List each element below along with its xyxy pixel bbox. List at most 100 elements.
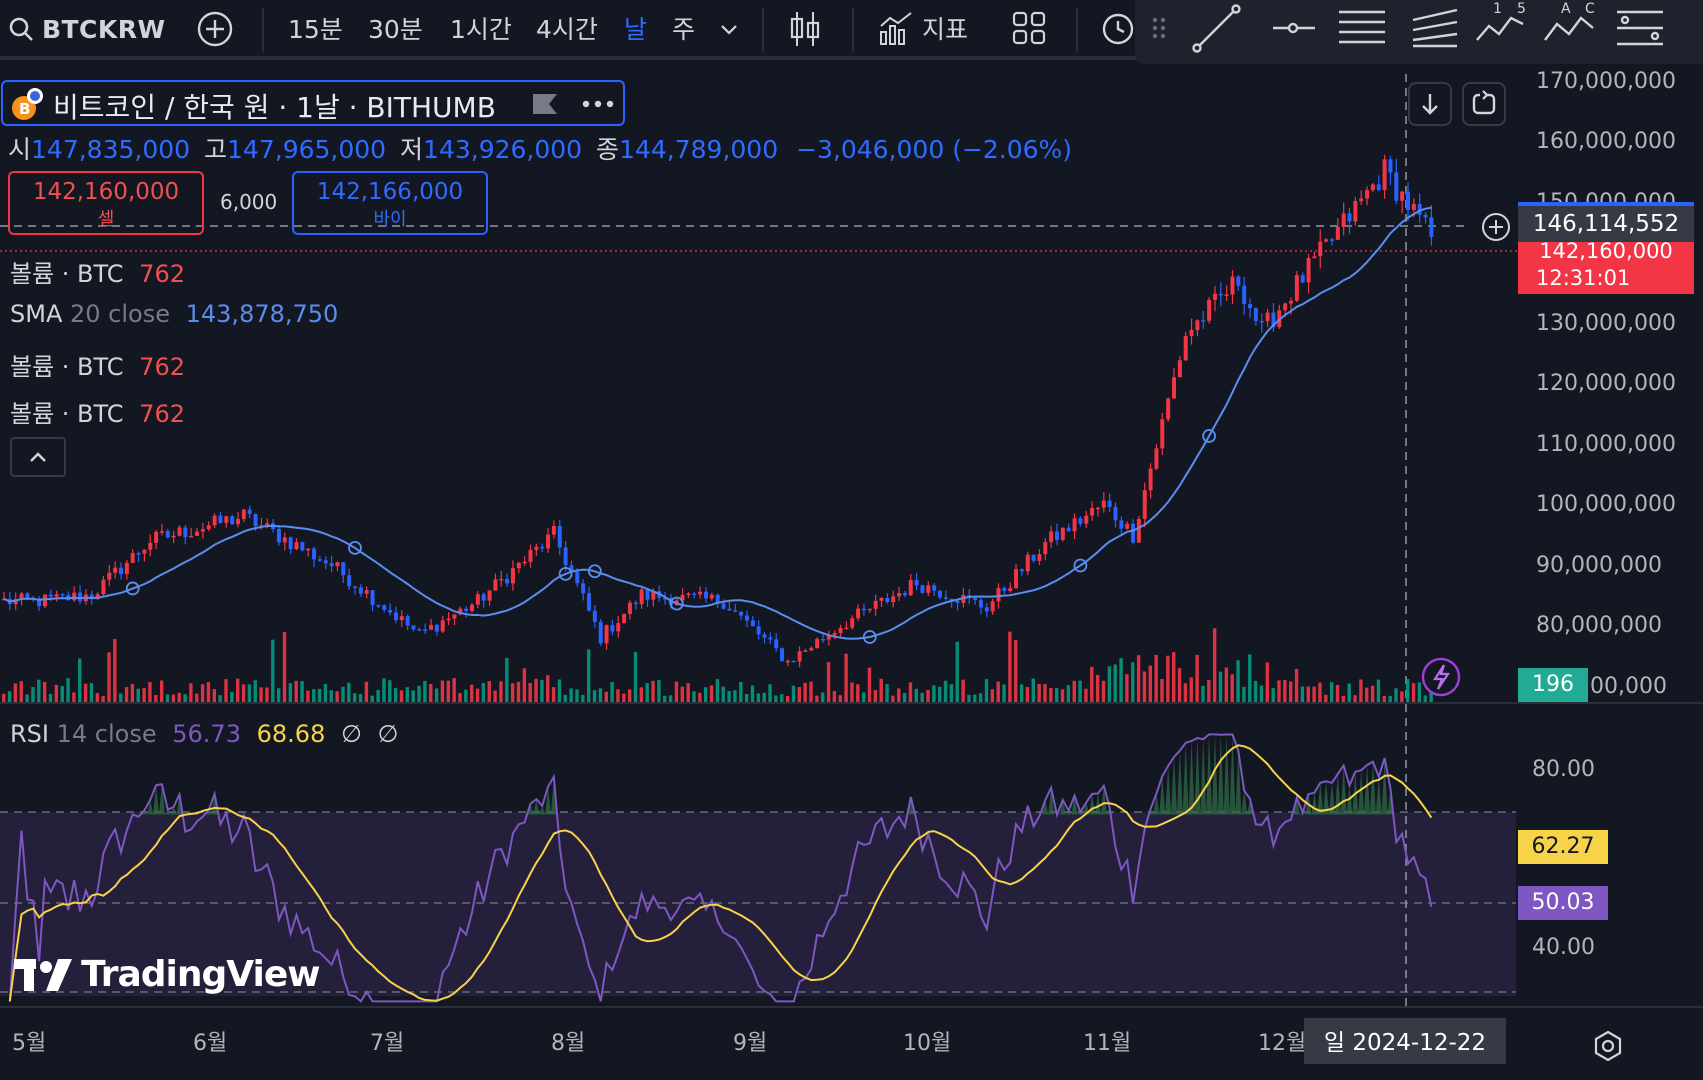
event-marker-icon[interactable]: [125, 581, 140, 596]
candle: [540, 546, 545, 549]
volume-bar: [663, 695, 667, 702]
volume-bar: [1201, 685, 1205, 702]
collapse-legend-button[interactable]: [10, 437, 66, 477]
event-marker-icon[interactable]: [1202, 429, 1216, 443]
volume-bar: [300, 681, 304, 702]
volume-bar: [581, 695, 585, 702]
rsi-value-tag: 50.03: [1518, 886, 1608, 920]
volume-bar: [1277, 680, 1281, 702]
flag-icon[interactable]: [531, 92, 559, 116]
candle: [563, 547, 568, 566]
price-tick: 170,000,000: [1536, 69, 1676, 94]
sell-button[interactable]: 142,160,000 셀: [8, 171, 204, 235]
interval-15m[interactable]: 15분: [288, 15, 343, 44]
interval-dropdown[interactable]: [718, 10, 740, 50]
volume-bar: [119, 693, 123, 702]
candle: [680, 594, 685, 601]
event-marker-icon[interactable]: [862, 630, 877, 644]
symbol-search-button[interactable]: BTCKRW: [8, 10, 166, 50]
abc-pattern-icon[interactable]: [1544, 16, 1594, 41]
candle: [791, 660, 796, 663]
volume-bar: [908, 682, 913, 702]
volume-bar: [803, 682, 807, 702]
more-icon[interactable]: [581, 94, 615, 114]
rsi-chart[interactable]: 80.00 40.00: [0, 704, 1703, 1008]
sma-legend[interactable]: SMA 20 close 143,878,750: [10, 300, 338, 328]
buy-button[interactable]: 142,166,000 바이: [292, 171, 488, 235]
fib-channel-icon[interactable]: [1412, 8, 1458, 48]
volume-bar: [148, 682, 152, 702]
candle: [294, 542, 299, 550]
candle: [704, 591, 708, 599]
rsi-legend[interactable]: RSI 14 close 56.73 68.68 ∅ ∅: [10, 720, 398, 748]
rsi-line: [8, 733, 1433, 1003]
settings-icon[interactable]: [1594, 1030, 1622, 1062]
horizontal-ray-icon[interactable]: [1273, 22, 1315, 34]
symbol-info-box[interactable]: B 비트코인 / 한국 원 · 1날 · BITHUMB: [1, 80, 625, 126]
price-range-icon[interactable]: [1617, 10, 1663, 46]
candle: [25, 593, 30, 599]
volume-bar: [674, 681, 679, 702]
candle: [1131, 523, 1136, 543]
volume-legend-1[interactable]: 볼륨 · BTC 762: [10, 254, 185, 289]
interval-30m[interactable]: 30분: [368, 15, 423, 44]
volume-bar: [704, 687, 708, 702]
volume-bar: [610, 682, 614, 702]
candle: [821, 638, 825, 641]
event-marker-icon[interactable]: [558, 566, 573, 581]
alert-button[interactable]: [1100, 10, 1136, 50]
interval-week[interactable]: 주: [672, 15, 696, 44]
elliott-wave-icon[interactable]: [1476, 16, 1524, 41]
volume-bar: [850, 682, 854, 702]
volume-bar: [645, 683, 649, 702]
add-alert-plus-icon[interactable]: [1480, 211, 1512, 243]
reset-chart-button[interactable]: [1462, 82, 1506, 126]
parallel-lines-icon[interactable]: [1339, 10, 1385, 44]
interval-1h[interactable]: 1시간: [450, 15, 512, 44]
candle: [124, 562, 129, 575]
rsi-legend-params: 14 close: [56, 720, 157, 748]
layouts-button[interactable]: [1012, 10, 1046, 50]
volume-bar: [1066, 685, 1071, 702]
volume-bar: [1259, 685, 1264, 702]
trend-line-icon[interactable]: [1192, 4, 1241, 53]
indicators-button[interactable]: 지표: [878, 10, 968, 50]
symbol-title: 비트코인 / 한국 원 · 1날 · BITHUMB: [53, 91, 496, 124]
candle: [370, 590, 375, 605]
volume-bar: [1289, 681, 1293, 702]
volume-bar: [750, 685, 755, 702]
candle: [1212, 293, 1217, 300]
pattern-label-a: A: [1561, 1, 1571, 17]
compare-button[interactable]: [196, 10, 234, 50]
event-marker-icon[interactable]: [587, 564, 602, 579]
volume-bar: [1002, 684, 1006, 702]
time-tick: 7월: [370, 1031, 404, 1056]
price-axis[interactable]: 170,000,000 160,000,000 150,000,000 130,…: [1536, 69, 1676, 699]
interval-day[interactable]: 날: [624, 15, 648, 44]
event-marker-icon[interactable]: [348, 540, 362, 555]
candle: [499, 578, 504, 581]
event-marker-icon[interactable]: [669, 596, 684, 611]
interval-4h[interactable]: 4시간: [536, 15, 598, 44]
scroll-to-latest-button[interactable]: [1408, 82, 1452, 126]
add-circle-icon: [197, 11, 233, 47]
volume-legend-3[interactable]: 볼륨 · BTC 762: [10, 394, 185, 429]
candle: [1060, 527, 1065, 540]
volume-legend-2[interactable]: 볼륨 · BTC 762: [10, 347, 185, 382]
volume-bar: [996, 681, 1000, 702]
chart-type-button[interactable]: [788, 10, 822, 50]
volume-bar: [844, 653, 848, 702]
event-marker-icon[interactable]: [1073, 558, 1088, 573]
candle: [1335, 227, 1340, 240]
volume-bar: [230, 691, 234, 702]
time-axis[interactable]: 5월 6월 7월 8월 9월 10월 11월 12월 일 2024-12-22: [0, 1008, 1703, 1080]
candle: [973, 597, 978, 601]
drag-handle-icon[interactable]: [1152, 17, 1166, 39]
candle: [1148, 468, 1153, 491]
candle: [867, 608, 872, 611]
lightning-icon[interactable]: [1420, 656, 1462, 698]
volume-bar: [493, 690, 497, 702]
volume-bar: [1207, 679, 1211, 702]
price-chart[interactable]: 170,000,000 160,000,000 150,000,000 130,…: [0, 64, 1703, 704]
tradingview-logo[interactable]: TradingView: [14, 954, 321, 1004]
